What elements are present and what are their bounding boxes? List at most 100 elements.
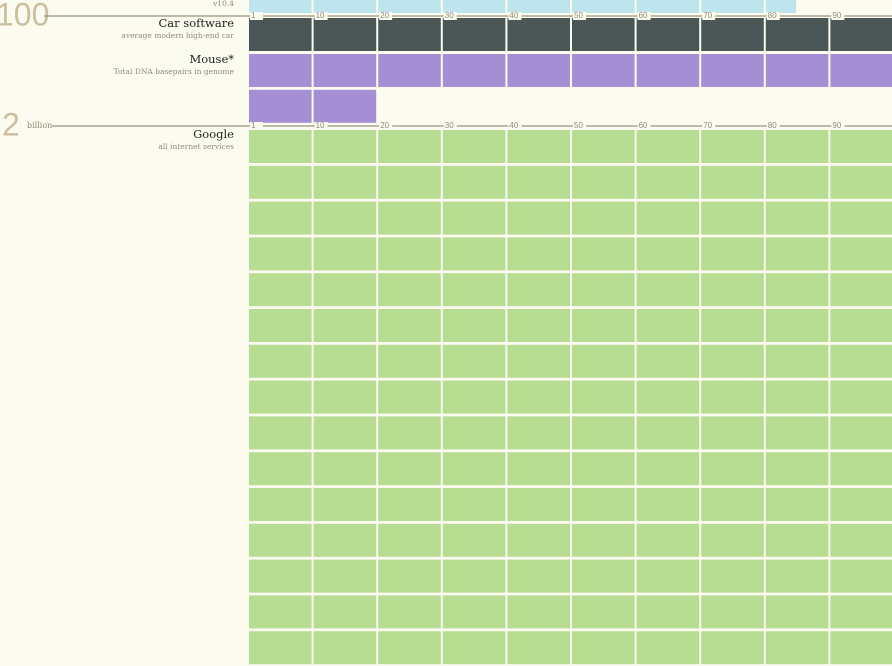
code-block — [572, 201, 635, 235]
code-block — [442, 344, 506, 378]
code-block — [572, 631, 635, 665]
code-block — [378, 273, 441, 307]
item-name: Google — [193, 127, 234, 141]
tick-bg — [766, 122, 780, 130]
item-description: v10.4 — [212, 0, 234, 8]
tick-bg — [379, 122, 393, 130]
tick-bg — [379, 12, 393, 20]
code-block — [636, 344, 700, 378]
code-block — [830, 559, 892, 593]
code-block — [830, 273, 892, 307]
code-block — [313, 18, 377, 51]
tick-bg — [508, 12, 522, 20]
code-block — [249, 523, 312, 557]
code-block — [249, 595, 312, 629]
scale-value: 2 — [2, 106, 20, 142]
code-block — [507, 273, 570, 307]
code-block — [830, 344, 892, 378]
tick-bg — [831, 122, 845, 130]
code-block — [701, 631, 764, 665]
code-block — [507, 237, 570, 271]
code-block — [830, 309, 892, 342]
code-block — [378, 237, 441, 271]
code-block — [701, 54, 764, 87]
tick-label: 80 — [768, 121, 777, 130]
tick-label: 90 — [832, 121, 841, 130]
code-block — [765, 309, 829, 342]
tick-bg — [508, 122, 522, 130]
code-block — [378, 344, 441, 378]
code-block — [378, 0, 441, 13]
code-block — [249, 631, 312, 665]
code-block — [507, 380, 570, 414]
code-block — [313, 273, 377, 307]
code-block — [830, 416, 892, 450]
tick-label: 70 — [703, 11, 712, 20]
code-block — [572, 523, 635, 557]
code-block — [636, 416, 700, 450]
code-block — [830, 18, 892, 51]
code-block — [313, 237, 377, 271]
code-block — [507, 165, 570, 199]
code-block — [442, 631, 506, 665]
tick-bg — [831, 12, 845, 20]
code-block — [701, 344, 764, 378]
tick-label: 80 — [768, 11, 777, 20]
code-block — [830, 380, 892, 414]
code-block — [701, 18, 764, 51]
code-block — [572, 237, 635, 271]
tick-label: 30 — [445, 121, 454, 130]
item-description: average modern high-end car — [121, 31, 234, 40]
code-block — [636, 54, 700, 87]
code-block — [442, 523, 506, 557]
code-block — [701, 130, 764, 163]
code-block — [507, 559, 570, 593]
tick-bg — [314, 12, 328, 20]
code-block — [313, 130, 377, 163]
code-block — [765, 273, 829, 307]
code-block — [765, 380, 829, 414]
code-block — [636, 595, 700, 629]
code-block — [765, 18, 829, 51]
tick-label: 60 — [639, 121, 648, 130]
tick-label: 40 — [509, 121, 518, 130]
code-block — [701, 273, 764, 307]
code-block — [313, 559, 377, 593]
code-block — [249, 452, 312, 486]
code-block — [378, 523, 441, 557]
tick-label: 1 — [251, 11, 256, 20]
code-block — [507, 0, 570, 13]
tick-bg — [573, 122, 586, 130]
code-block — [442, 54, 506, 87]
code-block — [249, 273, 312, 307]
code-block — [313, 54, 377, 87]
code-block — [442, 18, 506, 51]
code-block — [572, 0, 635, 13]
code-block — [507, 488, 570, 521]
code-block — [572, 416, 635, 450]
code-block — [830, 488, 892, 521]
tick-label: 10 — [316, 121, 325, 130]
code-block — [572, 344, 635, 378]
code-block — [507, 344, 570, 378]
tick-bg — [637, 12, 651, 20]
code-block — [249, 201, 312, 235]
code-block — [572, 559, 635, 593]
code-block — [572, 165, 635, 199]
code-block — [442, 201, 506, 235]
code-block — [636, 18, 700, 51]
code-block — [249, 344, 312, 378]
code-block — [572, 273, 635, 307]
code-block — [830, 201, 892, 235]
item-name: Car software — [158, 16, 234, 30]
code-block — [313, 201, 377, 235]
code-block — [636, 488, 700, 521]
code-block — [249, 0, 312, 13]
code-block — [765, 344, 829, 378]
code-block — [507, 631, 570, 665]
tick-bg — [443, 122, 457, 130]
tick-label: 40 — [509, 11, 518, 20]
tick-label: 50 — [574, 11, 583, 20]
